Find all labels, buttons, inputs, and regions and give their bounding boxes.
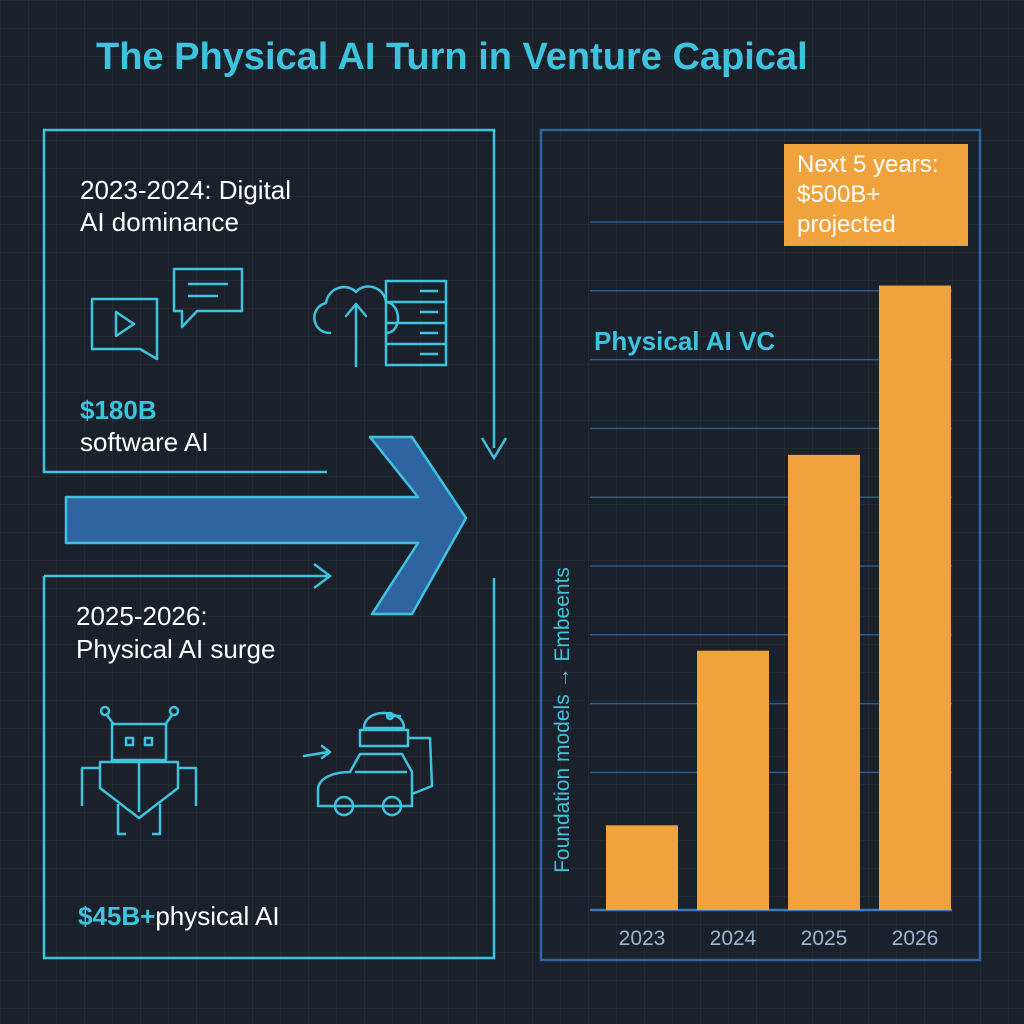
bar-2024 bbox=[697, 650, 769, 910]
chart-frame bbox=[539, 128, 982, 962]
callout-line1: Next 5 years: bbox=[797, 151, 939, 178]
physical-panel-frame bbox=[42, 563, 496, 960]
chart-x-ticks: 2023 2024 2025 2026 bbox=[619, 927, 939, 950]
x-tick-2026: 2026 bbox=[892, 927, 939, 950]
x-tick-2024: 2024 bbox=[710, 927, 757, 950]
chart-bars bbox=[606, 285, 951, 910]
autonomous-vehicle-icon bbox=[302, 711, 434, 817]
x-tick-2023: 2023 bbox=[619, 927, 666, 950]
physical-heading-line1: 2025-2026: bbox=[76, 601, 208, 631]
digital-heading-line2: AI dominance bbox=[80, 207, 239, 237]
transition-arrow bbox=[64, 435, 468, 616]
digital-amount-label: software AI bbox=[80, 427, 209, 457]
page-title: The Physical AI Turn in Venture Capical bbox=[96, 36, 808, 78]
physical-amount-row: $45B+physical AI bbox=[78, 899, 280, 933]
cloud-upload-icon bbox=[313, 285, 400, 368]
digital-heading-line1: 2023-2024: Digital bbox=[80, 175, 292, 205]
bar-2025 bbox=[788, 454, 860, 910]
physical-amount-label: physical AI bbox=[155, 901, 280, 931]
video-chat-icon bbox=[90, 297, 159, 361]
callout-line2: $500B+ bbox=[797, 181, 881, 208]
robot-icon bbox=[80, 705, 198, 836]
message-icon bbox=[172, 267, 244, 329]
chart-y-label: Foundation models → Embeents bbox=[551, 567, 574, 873]
x-tick-2025: 2025 bbox=[801, 927, 848, 950]
callout-line3: projected bbox=[797, 211, 896, 238]
digital-panel-frame bbox=[42, 128, 508, 474]
bar-2026 bbox=[879, 285, 951, 910]
chart-title: Physical AI VC bbox=[594, 326, 776, 356]
physical-heading-line2: Physical AI surge bbox=[76, 634, 276, 664]
digital-amount: $180B bbox=[80, 395, 157, 425]
bar-2023 bbox=[606, 825, 678, 910]
physical-amount: $45B+ bbox=[78, 901, 156, 931]
projection-callout: Next 5 years: $500B+ projected bbox=[784, 144, 968, 246]
server-rack-icon bbox=[384, 279, 448, 367]
